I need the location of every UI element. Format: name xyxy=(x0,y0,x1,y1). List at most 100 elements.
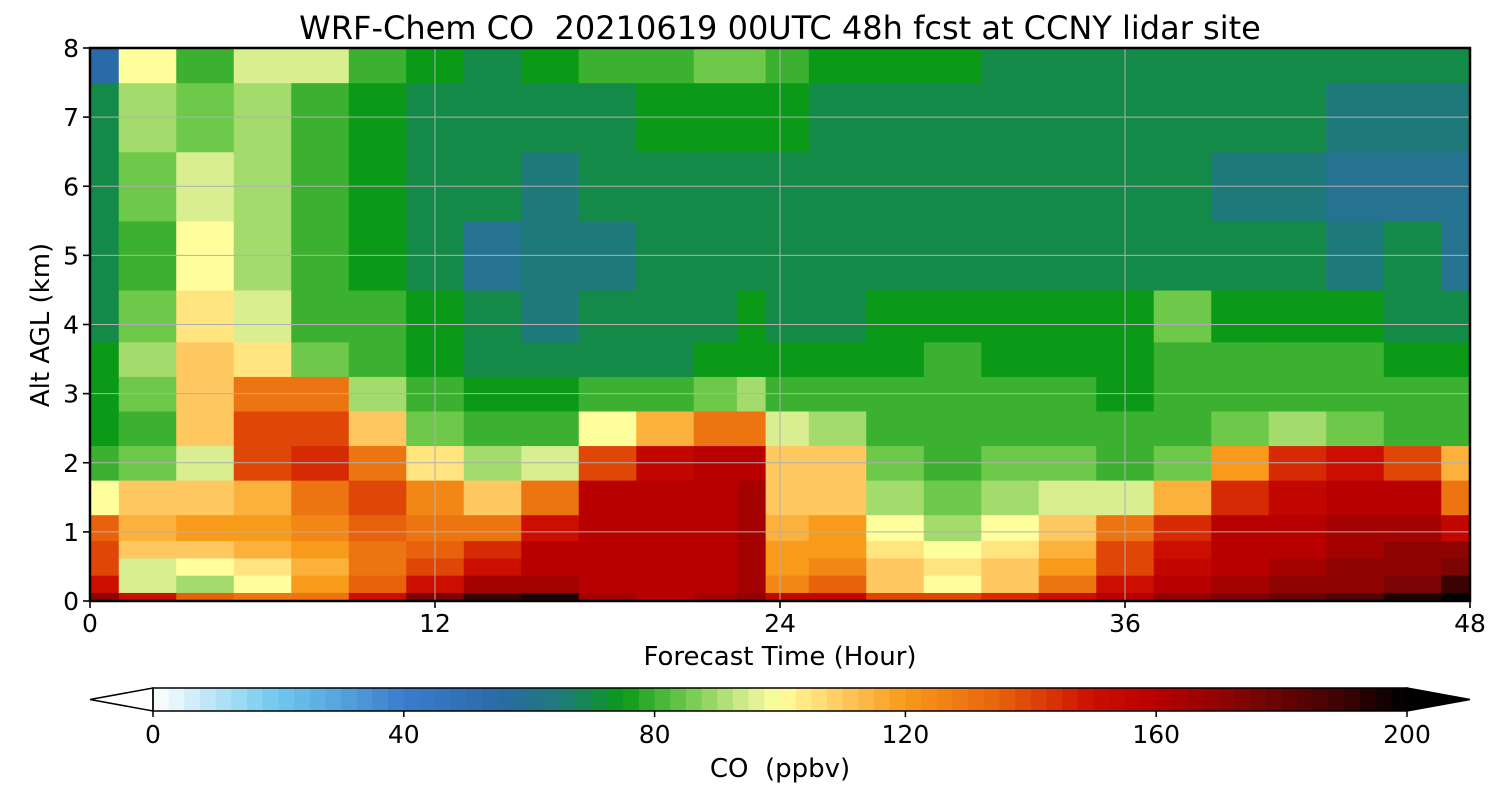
heatmap-cell xyxy=(736,557,767,576)
x-tick-label: 12 xyxy=(419,609,451,638)
heatmap-cell xyxy=(808,48,867,84)
heatmap-cell xyxy=(233,289,292,343)
heatmap-cell xyxy=(1326,48,1385,84)
heatmap-cell xyxy=(1211,289,1270,343)
heatmap-cell xyxy=(1268,540,1327,559)
heatmap-cell xyxy=(636,480,695,516)
colorbar-swatch xyxy=(701,688,718,711)
heatmap-cell xyxy=(1441,289,1471,343)
heatmap-cell xyxy=(1211,575,1270,593)
y-tick-label: 7 xyxy=(63,103,79,132)
colorbar-swatch xyxy=(544,688,562,711)
heatmap-cell xyxy=(736,289,767,343)
heatmap-cell xyxy=(1441,592,1471,602)
heatmap-cell xyxy=(176,289,235,343)
heatmap-cell xyxy=(981,48,1040,84)
heatmap-cell xyxy=(693,540,738,559)
heatmap-cell xyxy=(736,480,767,516)
heatmap-cell xyxy=(521,410,580,447)
heatmap-cell xyxy=(765,540,810,559)
colorbar-swatch xyxy=(607,688,624,711)
heatmap-cell xyxy=(578,557,637,576)
chart-title: WRF-Chem CO 20210619 00UTC 48h fcst at C… xyxy=(299,9,1261,47)
heatmap-cell xyxy=(1326,341,1385,377)
heatmap-cell xyxy=(1441,48,1471,84)
heatmap-cell xyxy=(1268,410,1327,447)
colorbar-swatch xyxy=(874,688,891,711)
heatmap-cell xyxy=(233,480,292,516)
colorbar-swatch xyxy=(889,688,906,711)
heatmap-cell xyxy=(1383,410,1442,447)
heatmap-cell xyxy=(1153,540,1212,559)
heatmap-cell xyxy=(765,410,810,447)
heatmap-cell xyxy=(808,514,867,542)
heatmap-cell xyxy=(765,480,810,516)
colorbar-swatch xyxy=(450,688,467,711)
colorbar-swatch xyxy=(403,688,420,711)
heatmap-cell xyxy=(693,575,738,593)
heatmap-cell xyxy=(981,410,1040,447)
heatmap-cell xyxy=(1038,575,1097,593)
heatmap-cell xyxy=(291,480,350,516)
heatmap-cell xyxy=(348,540,407,559)
heatmap-cell xyxy=(90,575,120,593)
colorbar-swatch xyxy=(1171,688,1189,711)
heatmap-cell xyxy=(636,514,695,542)
heatmap-cell xyxy=(1211,410,1270,447)
heatmap-cell xyxy=(1326,540,1385,559)
heatmap-cell xyxy=(1211,557,1270,576)
colorbar-swatch xyxy=(842,688,859,711)
colorbar-extend-max xyxy=(1406,687,1471,712)
colorbar-frame xyxy=(152,687,1408,712)
heatmap-cell xyxy=(1326,557,1385,576)
colorbar-swatch xyxy=(623,688,640,711)
colorbar-swatch xyxy=(1344,688,1361,711)
colorbar-swatch xyxy=(200,688,217,711)
colorbar-swatch xyxy=(309,688,326,711)
y-tick-label: 2 xyxy=(63,449,79,478)
colorbar-swatch xyxy=(513,688,530,711)
heatmap-cell xyxy=(1211,592,1270,602)
colorbar-swatch xyxy=(372,688,389,711)
colorbar-swatch xyxy=(1281,688,1298,711)
heatmap-cell xyxy=(765,557,810,576)
heatmap-cell xyxy=(348,289,407,343)
heatmap-cell xyxy=(176,540,235,559)
heatmap-cell xyxy=(1383,289,1442,343)
y-tick-label: 3 xyxy=(63,380,79,409)
colorbar-swatch xyxy=(780,688,797,711)
heatmap-cell xyxy=(291,289,350,343)
heatmap-cell xyxy=(866,540,925,559)
heatmap-cell xyxy=(90,341,120,377)
colorbar-swatch xyxy=(1328,688,1345,711)
heatmap-cell xyxy=(1383,592,1442,602)
colorbar-swatch xyxy=(576,688,593,711)
heatmap-cell xyxy=(693,410,738,447)
heatmap-cell xyxy=(866,575,925,593)
heatmap-cell xyxy=(233,540,292,559)
colorbar-swatch xyxy=(435,688,452,711)
heatmap-cell xyxy=(636,592,695,602)
heatmap-cell xyxy=(176,575,235,593)
heatmap-cell xyxy=(578,48,637,84)
heatmap-cell xyxy=(866,48,925,84)
colorbar-swatch xyxy=(685,688,703,711)
heatmap-cell xyxy=(90,557,120,576)
heatmap-cell xyxy=(176,480,235,516)
heatmap-cell xyxy=(693,592,738,602)
heatmap-cell xyxy=(578,289,637,343)
colorbar-extend-min xyxy=(89,687,154,712)
heatmap-cell xyxy=(348,575,407,593)
heatmap-cell xyxy=(1211,540,1270,559)
heatmap-cell xyxy=(765,341,810,377)
heatmap-cell xyxy=(866,514,925,542)
heatmap-cell xyxy=(176,557,235,576)
heatmap-cell xyxy=(1268,557,1327,576)
heatmap-cell xyxy=(463,480,522,516)
heatmap-cell xyxy=(1383,575,1442,593)
heatmap-cell xyxy=(233,575,292,593)
heatmap-cell xyxy=(1153,410,1212,447)
heatmap-cell xyxy=(808,480,867,516)
heatmap-cell xyxy=(923,540,982,559)
heatmap-cell xyxy=(1268,48,1327,84)
